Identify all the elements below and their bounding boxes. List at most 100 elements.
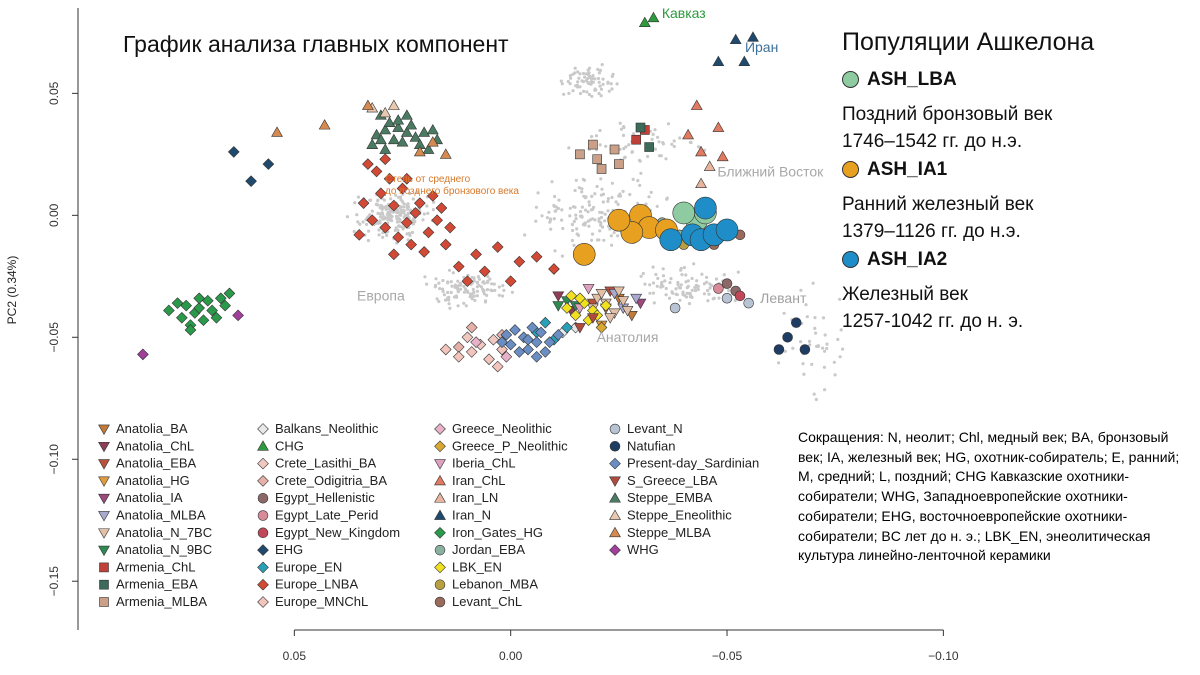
reference-sample-dot — [553, 249, 557, 253]
reference-sample-dot — [814, 397, 818, 402]
point-Europe_LNBA — [491, 241, 504, 253]
reference-sample-dot — [733, 298, 737, 303]
legend: Anatolia_BA Anatolia_ChL Anatolia_EBA Anato… — [98, 421, 759, 609]
reference-sample-dot — [812, 392, 816, 396]
point-Natufian — [782, 332, 793, 343]
reference-sample-dot — [381, 231, 385, 235]
point-Europe_LNBA — [444, 221, 456, 234]
point-Europe_MNChL — [496, 343, 508, 356]
reference-sample-dot — [606, 81, 610, 85]
reference-sample-dot — [638, 159, 642, 163]
legend-label: Anatolia_MLBA — [116, 508, 206, 523]
point-Armenia_MLBA — [592, 154, 603, 165]
population-ash-ia2: ASH_IA2 Железный век 1257-1042 гг. до н.… — [842, 246, 1023, 335]
reference-sample-dot — [475, 294, 479, 298]
reference-sample-dot — [838, 297, 842, 301]
reference-sample-dot — [612, 231, 616, 235]
x-tick-label: −0.10 — [928, 649, 959, 663]
point-Steppe_EMBA — [387, 133, 400, 145]
reference-sample-dot — [580, 187, 584, 191]
reference-sample-dot — [376, 203, 380, 207]
reference-sample-dot — [549, 227, 553, 231]
reference-sample-dot — [370, 209, 374, 213]
reference-sample-dot — [619, 127, 624, 131]
reference-sample-dot — [352, 229, 356, 234]
reference-sample-dot — [588, 218, 592, 222]
reference-sample-dot — [660, 280, 664, 284]
reference-sample-dot — [421, 218, 425, 222]
reference-sample-dot — [687, 291, 691, 296]
point-Crete_Lasithi_BA — [461, 331, 474, 344]
point-Europe_LNBA — [418, 246, 430, 258]
point-Europe_EN — [539, 316, 552, 329]
point-Europe_LNBA — [396, 182, 409, 195]
point-Europe_LNBA — [357, 197, 370, 209]
point-Armenia_MLBA — [575, 149, 585, 160]
point-Steppe_MLBA — [426, 136, 439, 147]
point-Europe_MNChL — [439, 343, 452, 356]
legend-marker-Natufian — [609, 441, 621, 452]
legend-label: Europe_EN — [275, 559, 342, 574]
reference-sample-dot — [621, 133, 626, 137]
legend-label: WHG — [627, 542, 659, 557]
reference-sample-dot — [678, 298, 682, 302]
legend-marker-Anatolia_N_7BC — [98, 528, 110, 539]
reference-sample-dot — [587, 224, 591, 228]
legend-label: Anatolia_BA — [116, 421, 188, 436]
reference-sample-dot — [706, 299, 710, 303]
reference-sample-dot — [609, 234, 613, 238]
reference-sample-dot — [425, 204, 429, 208]
reference-sample-dot — [399, 213, 403, 217]
reference-sample-dot — [406, 205, 411, 209]
point-Present-day_Sardinian — [522, 343, 534, 356]
reference-sample-dot — [482, 292, 486, 296]
reference-sample-dot — [384, 204, 388, 209]
point-Europe_LNBA — [530, 250, 543, 263]
point-Europe_LNBA — [409, 207, 422, 219]
point-ASH_IA2 — [694, 196, 717, 220]
reference-sample-dot — [426, 211, 430, 215]
legend-label: Armenia_ChL — [116, 559, 196, 574]
reference-sample-dot — [603, 219, 607, 223]
reference-sample-dot — [575, 83, 579, 87]
ashkelon-marks — [572, 196, 739, 266]
reference-sample-dot — [615, 82, 619, 86]
reference-sample-dot — [472, 290, 476, 295]
reference-sample-dot — [456, 304, 460, 308]
reference-sample-dot — [476, 275, 480, 279]
legend-marker-Iran_N — [434, 509, 446, 520]
reference-sample-dot — [493, 288, 497, 292]
legend-marker-Anatolia_BA — [98, 424, 110, 436]
point-Levant_N — [721, 293, 733, 304]
side-panel-title: Популяции Ашкелона — [842, 28, 1095, 56]
reference-sample-dot — [377, 233, 381, 237]
point-Present-day_Sardinian — [530, 350, 543, 363]
point-Iron_Gates_HG — [176, 311, 188, 324]
reference-sample-dot — [593, 77, 597, 81]
reference-sample-dot — [573, 66, 577, 70]
annotation-line-1: Степь от среднего — [385, 174, 471, 185]
region-label: Левант — [760, 290, 807, 306]
reference-sample-dot — [576, 70, 580, 74]
legend-marker-Crete_Odigitria_BA — [257, 475, 269, 487]
reference-sample-dot — [378, 221, 382, 225]
reference-sample-dot — [578, 85, 582, 89]
legend-marker-Balkans_Neolithic — [257, 423, 269, 435]
point-LBK_EN — [561, 302, 573, 314]
reference-sample-dot — [358, 222, 362, 226]
reference-sample-dot — [669, 277, 673, 281]
reference-sample-dot — [717, 296, 721, 300]
reference-sample-dot — [593, 88, 597, 92]
point-ASH_IA1 — [607, 208, 631, 232]
reference-sample-dot — [811, 281, 815, 285]
reference-sample-dot — [814, 331, 818, 335]
reference-sample-dot — [836, 337, 840, 342]
reference-sample-dot — [667, 296, 672, 300]
reference-sample-dot — [600, 211, 604, 215]
reference-sample-dot — [638, 183, 642, 187]
reference-sample-dot — [650, 137, 654, 141]
reference-sample-dot — [688, 295, 693, 299]
reference-sample-dot — [585, 90, 589, 94]
reference-sample-dot — [599, 177, 603, 181]
